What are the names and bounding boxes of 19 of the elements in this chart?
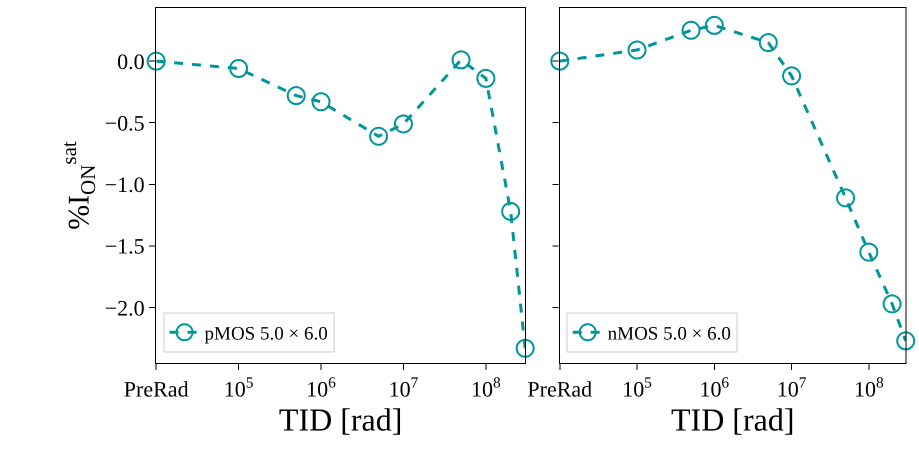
y-tick-label: −1.0 — [104, 172, 145, 198]
y-tick-label: 0.0 — [117, 48, 145, 74]
x-tick-label: 10$^{6}$ — [699, 374, 730, 402]
x-tick-label: 10$^{6}$ — [306, 374, 336, 402]
x-tick-label: PreRad — [527, 376, 592, 402]
x-tick-label: 10$^{7}$ — [776, 374, 807, 402]
x-tick-label: 10$^{8}$ — [854, 374, 884, 402]
x-tick-label: 10$^{7}$ — [388, 374, 419, 402]
x-axis-title: TID [rad] — [670, 402, 794, 438]
x-tick-label: PreRad — [124, 376, 189, 402]
x-tick-label: 10$^{5}$ — [224, 374, 254, 402]
y-tick-label: −2.0 — [104, 295, 145, 320]
x-tick-label: 10$^{5}$ — [622, 374, 652, 402]
y-tick-label: −0.5 — [104, 110, 145, 136]
y-tick-label: −1.5 — [104, 234, 145, 259]
x-axis-title: TID [rad] — [278, 402, 402, 438]
legend-label: nMOS 5.0 × 6.0 — [608, 324, 731, 345]
legend-label: pMOS 5.0 × 6.0 — [204, 324, 328, 345]
x-tick-label: 10$^{8}$ — [471, 374, 501, 402]
